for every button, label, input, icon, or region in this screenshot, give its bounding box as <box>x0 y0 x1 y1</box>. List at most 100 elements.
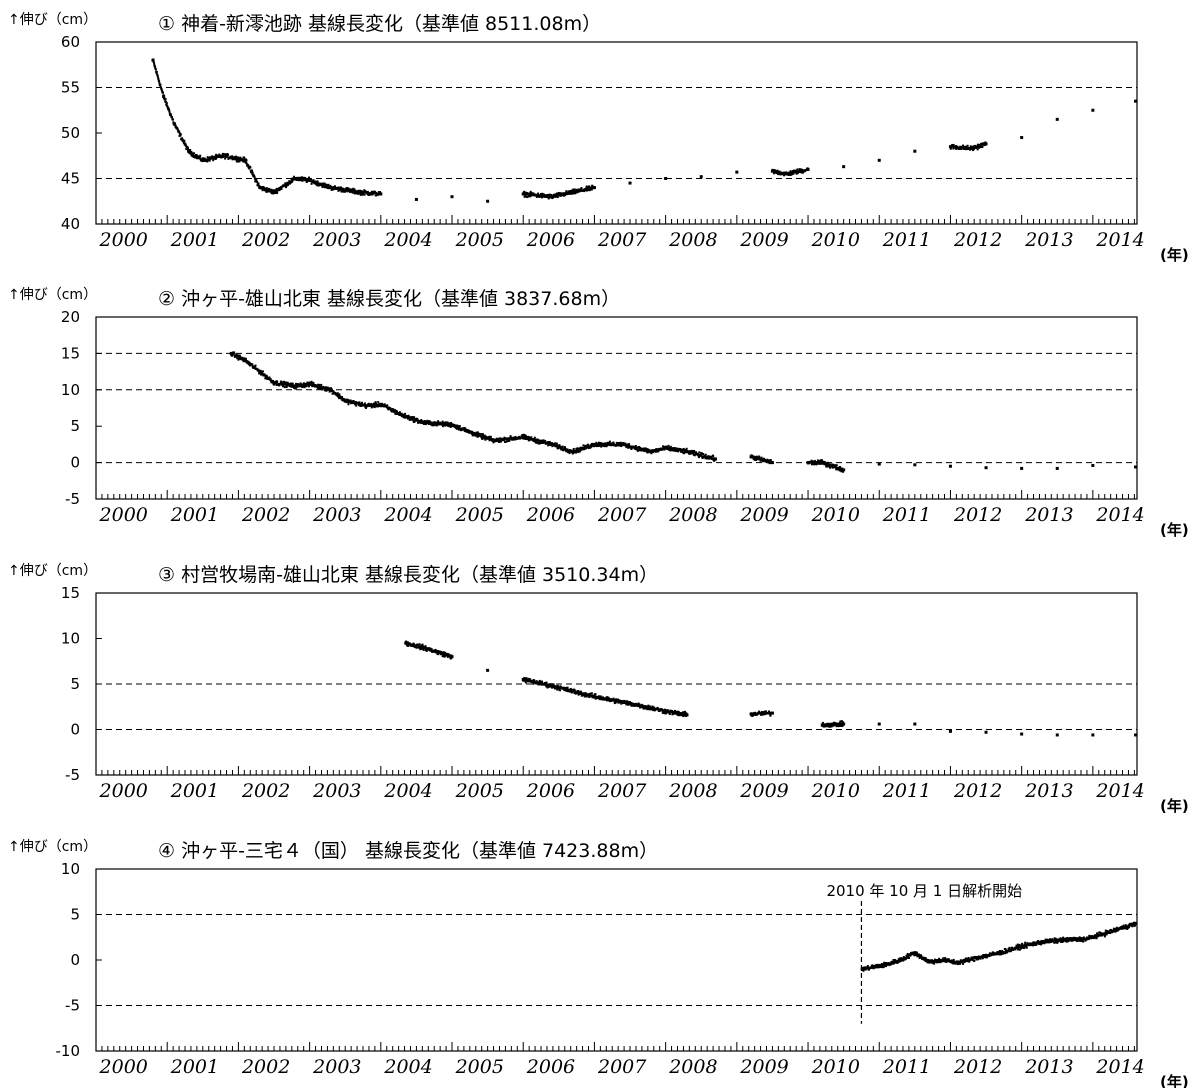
data-point <box>669 445 672 448</box>
data-point <box>768 459 771 462</box>
data-point <box>171 116 174 119</box>
data-point <box>227 157 230 160</box>
data-point <box>1001 950 1004 953</box>
data-point <box>581 446 584 449</box>
data-point <box>351 402 354 405</box>
data-point <box>307 176 310 179</box>
data-point <box>625 703 628 706</box>
data-point <box>704 455 707 458</box>
data-point <box>664 177 668 180</box>
data-point <box>316 184 319 187</box>
data-point <box>347 403 350 406</box>
data-point <box>708 455 711 458</box>
data-point <box>547 443 550 446</box>
data-point <box>667 709 670 712</box>
data-point <box>817 462 820 465</box>
data-point <box>176 128 179 131</box>
data-point <box>947 958 950 961</box>
data-point <box>908 956 911 959</box>
data-point <box>474 433 477 436</box>
x-tick-label: 2003 <box>312 504 361 526</box>
data-point <box>551 442 554 445</box>
data-point <box>677 450 680 453</box>
data-point <box>342 188 345 191</box>
x-tick-label: 2004 <box>383 1056 432 1078</box>
data-point <box>157 78 160 81</box>
data-point <box>906 952 909 955</box>
data-point <box>932 962 935 965</box>
data-point <box>826 461 829 464</box>
plot-area-border <box>95 41 1138 225</box>
data-point <box>695 451 698 454</box>
x-tick-label: 2012 <box>953 780 1002 802</box>
data-point <box>776 169 779 172</box>
data-point <box>835 724 838 727</box>
data-point <box>650 452 653 455</box>
data-point <box>310 182 313 185</box>
data-point <box>948 729 952 733</box>
data-point <box>278 384 281 387</box>
data-point <box>576 447 579 450</box>
data-point <box>613 700 616 703</box>
data-point <box>810 461 813 464</box>
data-point <box>506 440 509 443</box>
data-point <box>417 643 420 646</box>
data-point <box>529 190 532 193</box>
data-point <box>338 393 341 396</box>
data-point <box>579 188 582 191</box>
data-point <box>661 448 664 451</box>
data-point <box>570 688 573 691</box>
data-point <box>280 188 283 191</box>
data-point <box>840 722 843 725</box>
data-point <box>189 152 192 155</box>
data-point <box>249 364 252 367</box>
data-point <box>555 195 558 198</box>
data-point <box>768 710 771 713</box>
data-point <box>771 712 774 715</box>
data-point <box>233 351 236 354</box>
data-point <box>415 646 418 649</box>
data-point <box>312 382 315 385</box>
data-point <box>981 957 984 960</box>
data-point <box>299 382 302 385</box>
data-point <box>984 143 987 146</box>
data-point <box>965 145 968 148</box>
data-point <box>1134 733 1138 737</box>
data-point <box>316 385 319 388</box>
data-point <box>1091 464 1095 468</box>
data-point <box>205 158 208 161</box>
data-point <box>532 682 535 685</box>
data-point <box>583 446 586 449</box>
data-point <box>484 438 487 441</box>
data-point <box>446 421 449 424</box>
data-point <box>329 184 332 187</box>
data-point <box>971 957 974 960</box>
data-point <box>525 195 528 198</box>
x-tick-label: 2009 <box>739 504 788 526</box>
y-tick-label: 10 <box>61 860 80 878</box>
data-point <box>235 353 238 356</box>
data-point <box>570 449 573 452</box>
data-point <box>541 195 544 198</box>
data-point <box>933 961 936 964</box>
data-point <box>589 446 592 449</box>
data-point <box>565 193 568 196</box>
data-point <box>996 953 999 956</box>
data-point <box>170 114 173 117</box>
data-point <box>310 179 313 182</box>
data-point <box>842 165 846 169</box>
data-point <box>976 143 979 146</box>
data-point <box>358 402 361 405</box>
data-point <box>239 355 242 358</box>
data-point <box>824 723 827 726</box>
data-point <box>620 445 623 448</box>
y-axis-label: ↑伸び（cm） <box>8 839 97 855</box>
data-point <box>634 704 637 707</box>
data-point <box>197 155 200 158</box>
data-point <box>916 952 919 955</box>
data-point <box>521 435 524 438</box>
data-point <box>540 193 543 196</box>
data-point <box>441 420 444 423</box>
y-tick-label: 40 <box>61 215 80 233</box>
